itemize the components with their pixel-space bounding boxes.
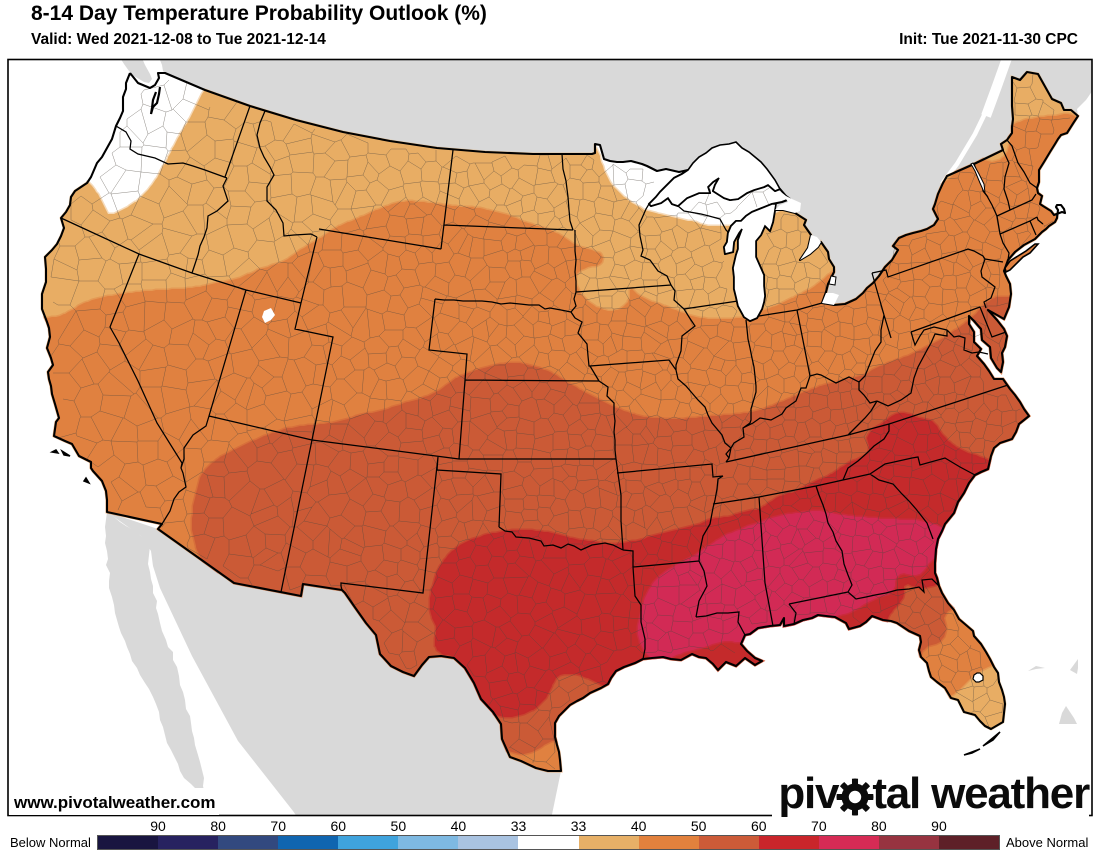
long-island bbox=[1004, 243, 1040, 274]
colorbar-tick-label: 70 bbox=[811, 818, 827, 834]
foreign-land-polygon bbox=[121, 59, 152, 83]
colorbar-tick-label: 80 bbox=[210, 818, 226, 834]
website-label-box bbox=[9, 788, 219, 815]
colorbar-segment bbox=[938, 836, 999, 849]
colorbar-segment bbox=[578, 836, 639, 849]
island bbox=[60, 448, 71, 457]
valid-range: Valid: Wed 2021-12-08 to Tue 2021-12-14 bbox=[31, 31, 326, 48]
lake bbox=[822, 293, 839, 305]
colorbar-tick-label: 90 bbox=[150, 818, 166, 834]
colorbar-tick-label: 40 bbox=[630, 818, 647, 834]
colorbar-segment bbox=[338, 836, 399, 849]
colorbar-tick-label: 90 bbox=[931, 818, 947, 834]
init-time: Init: Tue 2021-11-30 CPC bbox=[899, 31, 1078, 48]
map-frame bbox=[7, 58, 1093, 817]
colorbar-segment bbox=[758, 836, 819, 849]
foreign-land-polygon bbox=[1070, 659, 1078, 674]
website-url: www.pivotalweather.com bbox=[14, 793, 216, 812]
pivotal-weather-logo: piv tal weather bbox=[772, 769, 1090, 819]
colorbar-tick-label: 33 bbox=[510, 818, 527, 834]
foreign-land-polygon bbox=[159, 59, 1092, 321]
colorbar-segment bbox=[458, 836, 519, 849]
lake bbox=[828, 275, 837, 286]
foreign-land-polygon bbox=[105, 512, 205, 795]
st-lawrence-river-wide bbox=[981, 59, 1012, 118]
foreign-land-polygon bbox=[1059, 706, 1077, 724]
colorbar-segment bbox=[698, 836, 759, 849]
below-normal-label: Below Normal bbox=[10, 835, 91, 850]
colorbar-segment bbox=[98, 836, 159, 849]
gear-icon bbox=[836, 777, 874, 816]
colorbar-tick-label: 50 bbox=[390, 818, 407, 834]
colorbar-segment bbox=[818, 836, 879, 849]
island bbox=[82, 476, 91, 485]
probability-colorbar bbox=[97, 835, 1000, 850]
colorbar-tick-label: 70 bbox=[270, 818, 286, 834]
colorbar-segment bbox=[398, 836, 459, 849]
page-title: 8-14 Day Temperature Probability Outlook… bbox=[31, 2, 487, 25]
colorbar-tick-label: 50 bbox=[690, 818, 707, 834]
lakes bbox=[262, 141, 989, 683]
colorbar-tick-label: 40 bbox=[450, 818, 467, 834]
foreign-land-polygon bbox=[107, 512, 561, 816]
above-normal-label: Above Normal bbox=[1006, 835, 1089, 850]
foreign-land-polygon bbox=[1092, 35, 1100, 126]
colorbar-tick-label: 33 bbox=[570, 818, 587, 834]
colorbar-tick-label: 60 bbox=[750, 818, 767, 834]
state-boundaries bbox=[60, 105, 1044, 660]
foreign-land bbox=[105, 35, 1100, 816]
lake bbox=[775, 192, 801, 213]
colorbar-segment bbox=[278, 836, 339, 849]
county-boundaries bbox=[50, 73, 1071, 770]
colorbar-segment bbox=[158, 836, 219, 849]
colorbar-segment bbox=[518, 836, 579, 849]
lake bbox=[262, 308, 275, 323]
lake bbox=[647, 141, 782, 207]
lake bbox=[800, 235, 821, 260]
colorbar-tick-label: 60 bbox=[330, 818, 347, 834]
colorbar-segment bbox=[638, 836, 699, 849]
logo-text-piv: piv bbox=[778, 769, 839, 818]
colorbar-tick-label: 80 bbox=[871, 818, 887, 834]
logo-text-tal-weather: tal weather bbox=[872, 769, 1090, 818]
island bbox=[963, 748, 981, 756]
lake bbox=[970, 162, 989, 198]
foreign-land-polygon bbox=[1028, 666, 1045, 671]
lake bbox=[972, 672, 984, 683]
lake bbox=[723, 203, 777, 322]
colorbar-ticks: 90 80 70 60 50 40 33 33 40 50 60 70 80 90 bbox=[0, 818, 1100, 834]
colorbar-segment bbox=[878, 836, 939, 849]
puget-sound bbox=[149, 86, 162, 115]
island bbox=[49, 449, 60, 455]
island bbox=[982, 731, 1001, 747]
colorbar-segment bbox=[218, 836, 279, 849]
